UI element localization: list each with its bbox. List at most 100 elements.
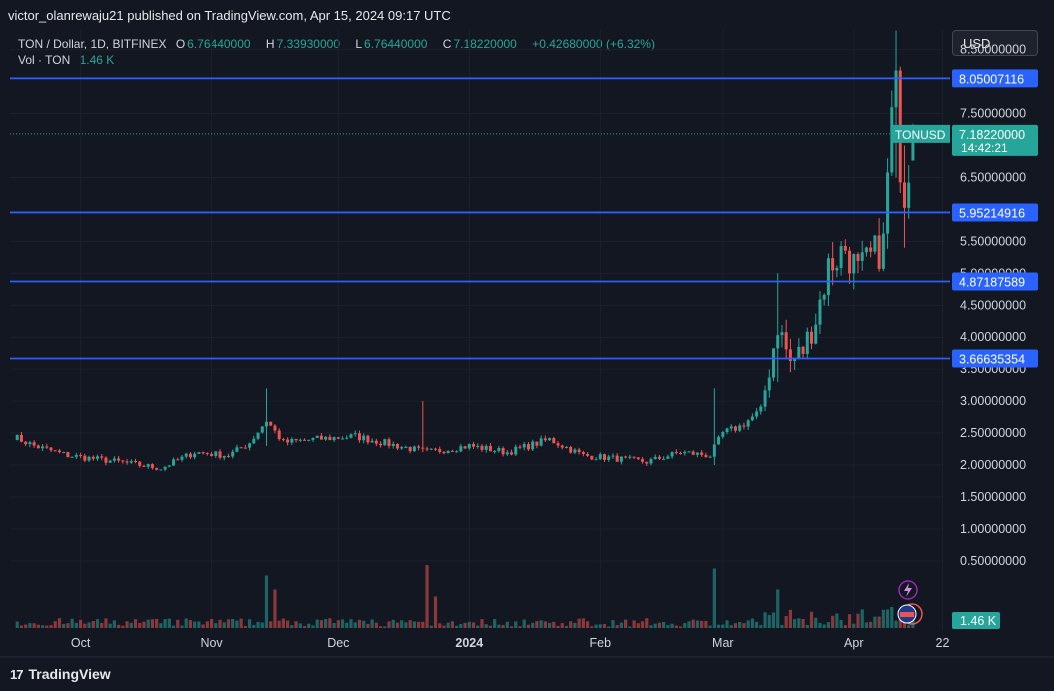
candle-body — [733, 426, 737, 431]
volume-bar — [315, 619, 319, 628]
volume-bar — [725, 620, 729, 628]
candle-body — [674, 451, 678, 454]
volume-bar — [91, 621, 95, 628]
candle-body — [100, 456, 104, 458]
volume-bar — [864, 622, 869, 628]
volume-bar — [167, 618, 171, 628]
candle-body — [404, 446, 408, 448]
volume-bar — [683, 622, 687, 628]
candle-body — [645, 461, 649, 464]
tradingview-logo[interactable]: 17 TradingView — [10, 666, 111, 682]
level-label-bg — [952, 69, 1038, 88]
candle-body — [281, 439, 285, 441]
candle-body — [459, 446, 463, 452]
ohlc-high: H 7.33930000 — [265, 37, 340, 51]
candle-body — [125, 461, 129, 463]
volume-bar — [695, 620, 700, 628]
candle-body — [484, 445, 488, 450]
candle-body — [607, 456, 611, 460]
candle-body — [742, 425, 746, 427]
candle-body — [810, 331, 814, 344]
candle-body — [564, 446, 568, 448]
volume-bar — [269, 621, 273, 628]
candle-body — [886, 172, 890, 234]
volume-bar — [716, 624, 721, 628]
candle-body — [759, 406, 763, 412]
time-tick-label: 2024 — [455, 636, 483, 650]
volume-bar — [763, 612, 767, 628]
candle-body — [15, 434, 19, 441]
candle-body — [303, 439, 307, 441]
candle-body — [708, 456, 712, 458]
candle-body — [683, 451, 687, 454]
level-label: 5.95214916 — [959, 206, 1025, 220]
symbol-title[interactable]: TON / Dollar, 1D, BITFINEX — [18, 37, 167, 51]
volume-bar — [750, 618, 754, 628]
volume-bar — [395, 622, 400, 628]
volume-bar — [894, 620, 898, 628]
volume-bar — [733, 623, 738, 628]
volume-bar — [712, 568, 716, 628]
candle-body — [522, 444, 526, 448]
level-label: 8.05007116 — [959, 72, 1024, 86]
volume-bar — [738, 621, 742, 628]
candle-body — [134, 461, 138, 463]
volume-bar — [742, 623, 746, 628]
candle-body — [62, 452, 66, 454]
candle-body — [349, 434, 353, 438]
symbol-tag-bg — [891, 124, 950, 143]
candle-body — [852, 254, 856, 274]
volume-label[interactable]: Vol · TON — [18, 53, 71, 67]
volume-bar — [133, 619, 138, 628]
candle-body — [869, 247, 873, 252]
price-tick-label: 1.50000000 — [960, 490, 1026, 504]
candle-body — [66, 452, 70, 458]
candle-body — [679, 453, 683, 455]
volume-bar — [708, 625, 712, 628]
volume-bar — [112, 620, 116, 628]
volume-bar — [171, 625, 176, 628]
candle-body — [434, 448, 437, 450]
candle-body — [319, 435, 323, 440]
candle-body — [476, 445, 480, 447]
lightning-event-icon — [898, 580, 918, 600]
volume-bar — [493, 619, 497, 628]
candle-body — [801, 346, 805, 354]
time-tick-label: 22 — [936, 636, 950, 650]
currency-button[interactable]: USD — [952, 30, 1038, 56]
candle-body — [429, 448, 433, 450]
candle-body — [611, 455, 615, 457]
candle-body — [721, 431, 725, 437]
volume-bar — [729, 625, 733, 628]
volume-bar — [636, 623, 640, 628]
candle-body — [357, 433, 361, 441]
volume-tag: 1.46 K — [960, 614, 997, 628]
candle-body — [797, 346, 801, 359]
price-tick-label: 7.50000000 — [960, 107, 1026, 121]
candle-body — [835, 267, 839, 271]
attribution-text: victor_olanrewaju21 published on Trading… — [8, 8, 451, 23]
level-label-bg — [952, 349, 1038, 368]
candle-body — [767, 377, 771, 391]
volume-bar — [138, 622, 142, 628]
candle-body — [666, 456, 670, 459]
volume-bar — [370, 619, 374, 628]
price-change: +0.42680000 (+6.32%) — [532, 37, 655, 51]
candle-body — [146, 464, 150, 467]
candle-body — [91, 456, 95, 459]
volume-bar — [818, 622, 822, 628]
volume-bar — [615, 625, 619, 628]
volume-bar — [222, 622, 226, 628]
volume-bar — [509, 626, 514, 628]
candle-body — [653, 456, 657, 460]
candle-body — [826, 258, 830, 295]
volume-bar — [624, 619, 628, 628]
volume-bar — [290, 625, 294, 628]
candle-body — [265, 421, 268, 427]
candle-body — [256, 432, 260, 439]
volume-bar — [252, 624, 256, 628]
volume-bar — [780, 625, 784, 628]
volume-bar — [336, 620, 340, 628]
volume-bar — [514, 621, 518, 628]
